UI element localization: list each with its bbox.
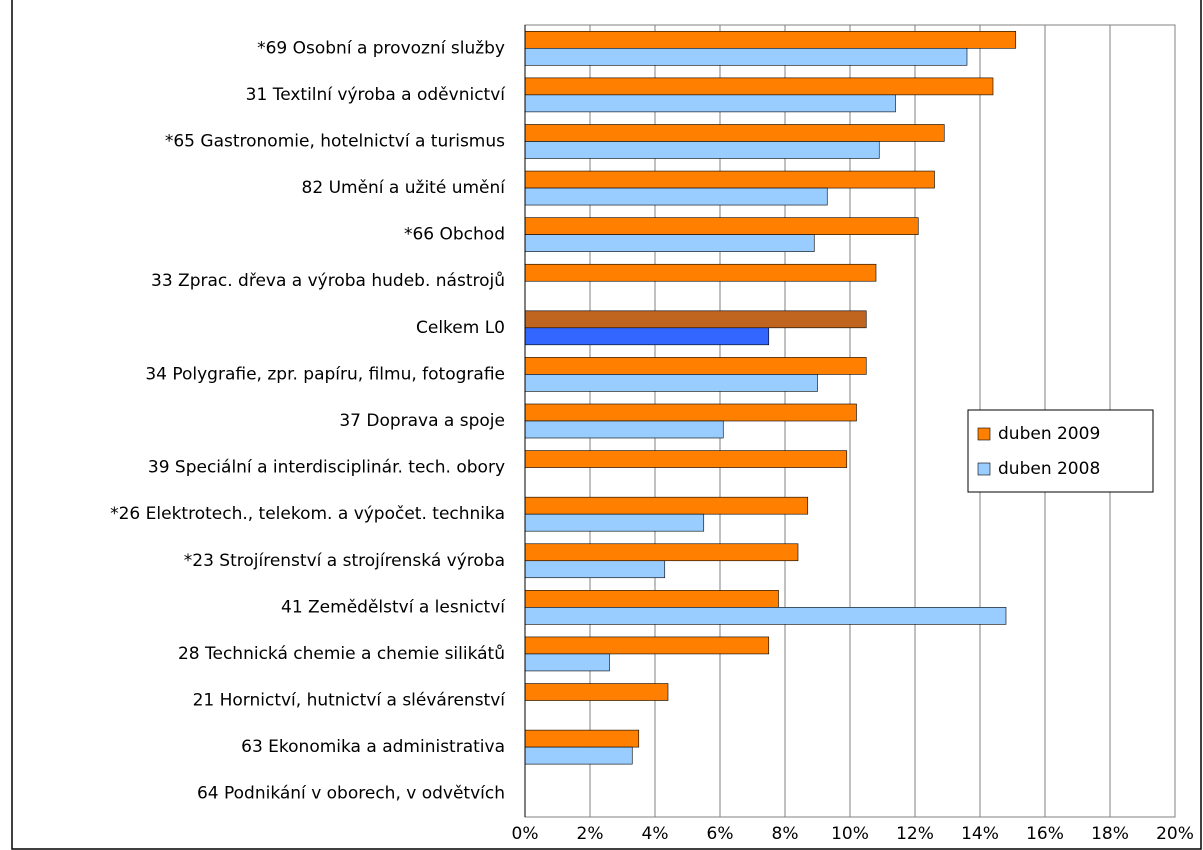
y-tick-label: 28 Technická chemie a chemie silikátů (178, 644, 505, 664)
bar (524, 77, 994, 96)
bar (524, 450, 848, 468)
x-tick-label: 14% (961, 824, 999, 844)
x-tick-label: 6% (707, 824, 734, 844)
y-tick-label: 34 Polygrafie, zpr. papíru, filmu, fotog… (145, 364, 505, 384)
x-tick-label: 2% (577, 824, 604, 844)
y-tick-label: *26 Elektrotech., telekom. a výpočet. te… (110, 504, 505, 524)
bar (524, 310, 867, 329)
y-tick-label: 33 Zprac. dřeva a výroba hudeb. nástrojů (151, 271, 505, 291)
x-tick-label: 4% (642, 824, 669, 844)
legend-swatch (977, 427, 991, 441)
y-tick-label: 63 Ekonomika a administrativa (241, 737, 505, 757)
y-tick-label: 82 Umění a užité umění (302, 178, 507, 198)
y-tick-label: *65 Gastronomie, hotelnictví a turismus (165, 131, 505, 151)
bar (524, 187, 828, 206)
bar (524, 124, 945, 142)
bar (524, 263, 877, 282)
bar (524, 357, 867, 375)
legend-box (967, 409, 1154, 493)
bar (524, 420, 724, 439)
y-tick-label: 37 Doprava a spoje (339, 411, 505, 431)
bar (524, 217, 919, 235)
legend-label: duben 2009 (998, 424, 1100, 444)
bar (524, 234, 815, 252)
y-tick-label: 21 Hornictví, hutnictví a slévárenství (193, 691, 507, 711)
bar (524, 746, 633, 765)
y-tick-label: 41 Zemědělství a lesnictví (281, 597, 506, 617)
bar (524, 403, 857, 422)
bar (524, 141, 880, 159)
y-tick-label: 39 Speciální a interdisciplinár. tech. o… (148, 458, 505, 478)
bar (524, 94, 896, 113)
x-tick-label: 20% (1156, 824, 1194, 844)
bar (524, 327, 770, 346)
bar (524, 607, 1007, 625)
bar (524, 729, 640, 748)
bar (524, 653, 610, 672)
legend-label: duben 2008 (998, 459, 1100, 479)
bar (524, 496, 809, 515)
bar (524, 170, 935, 189)
bar (524, 590, 779, 608)
y-tick-label: 64 Podnikání v oborech, v odvětvích (197, 784, 505, 804)
x-tick-label: 0% (512, 824, 539, 844)
x-tick-label: 8% (772, 824, 799, 844)
x-tick-label: 10% (831, 824, 869, 844)
x-tick-label: 18% (1091, 824, 1129, 844)
bar (524, 374, 818, 392)
bar (524, 560, 666, 579)
y-tick-label: *69 Osobní a provozní služby (257, 38, 505, 58)
legend-swatch (977, 462, 991, 476)
bar (524, 683, 669, 701)
x-tick-label: 16% (1026, 824, 1064, 844)
bar (524, 513, 705, 532)
y-tick-label: 31 Textilní výroba a oděvnictví (246, 85, 507, 105)
bar (524, 47, 968, 66)
y-tick-label: Celkem L0 (416, 318, 505, 338)
y-tick-label: *23 Strojírenství a strojírenská výroba (184, 551, 505, 571)
y-tick-label: *66 Obchod (404, 225, 505, 245)
x-tick-label: 12% (896, 824, 934, 844)
bar (524, 543, 799, 562)
bar (524, 636, 770, 655)
bar (524, 30, 1017, 49)
